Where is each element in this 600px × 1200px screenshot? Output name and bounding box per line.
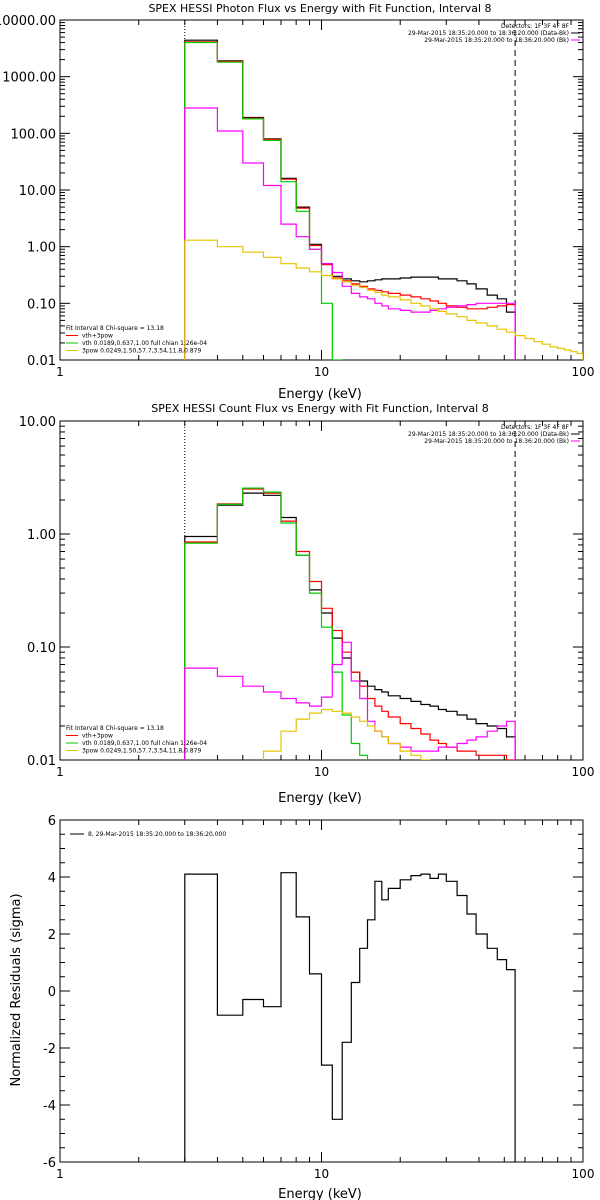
residuals-plot-area: 1 10 100 6 4 2 0 -2 -4 -6 — [43, 814, 594, 1181]
header-line: 29-Mar-2015 18:35:20.000 to 18:36:20.000… — [408, 431, 569, 438]
residuals-y-axis-label: Normalized Residuals (sigma) — [9, 893, 24, 1086]
x-tick-label: 100 — [572, 365, 595, 379]
x-tick-label: 10 — [314, 765, 329, 779]
series-red-line — [184, 488, 516, 760]
x-tick-label: 10 — [314, 365, 329, 379]
series-group — [184, 487, 516, 760]
count-chart-title: SPEX HESSI Count Flux vs Energy with Fit… — [151, 402, 488, 415]
y-tick-label: 1.00 — [27, 241, 56, 256]
photon-x-axis-label: Energy (keV) — [278, 387, 362, 402]
y-tick-label: 0.10 — [27, 297, 56, 312]
y-tick-label: 1000.00 — [2, 71, 56, 86]
plot-frame — [59, 19, 584, 361]
photon-chart-title: SPEX HESSI Photon Flux vs Energy with Fi… — [148, 2, 491, 15]
legend-entry: vth+3pow — [82, 333, 113, 340]
y-tick-label: 10.00 — [19, 184, 56, 199]
legend-entry: Fit Interval 8 Chi-square = 13.18 — [66, 325, 164, 332]
series-residuals-line — [184, 872, 516, 1162]
legend-entry: vth+3pow — [82, 733, 113, 740]
y-tick-label: -4 — [43, 1099, 56, 1114]
y-tick-label: 2 — [48, 928, 56, 943]
count-x-axis-label: Energy (keV) — [278, 791, 362, 806]
y-tick-label: 0 — [48, 985, 56, 1000]
legend-entry: 3pow 0.0249,1.50,57.7,3.54,11.8,0.879 — [82, 348, 201, 355]
x-tick-label: 10 — [314, 1167, 329, 1181]
header-line: 29-Mar-2015 18:35:20.000 to 18:36:20.000… — [424, 438, 569, 445]
y-tick-label: 0.01 — [27, 754, 56, 769]
residuals-legend: 8, 29-Mar-2015 18:35:20.000 to 18:36:20.… — [70, 831, 226, 838]
series-magenta-line — [184, 107, 516, 360]
x-tick-label: 100 — [572, 1167, 595, 1181]
series-magenta-line — [184, 641, 516, 760]
series-data-line — [184, 492, 516, 760]
y-tick-label: 4 — [48, 871, 56, 886]
photon-plot-area: 1 10 100 10000.00 1000.00 100.00 10.00 1.00 0.10… — [0, 14, 595, 379]
count-plot-area: 1 10 100 10.00 1.00 0.10 0.01 — [19, 415, 595, 779]
series-yellow-line — [184, 239, 583, 360]
y-tick-label: -2 — [43, 1042, 56, 1057]
y-tick-label: 10000.00 — [0, 14, 56, 29]
header-line: 29-Mar-2015 18:35:20.000 to 18:36:20.000… — [424, 37, 569, 44]
y-tick-label: -6 — [43, 1156, 56, 1171]
x-tick-label: 1 — [56, 765, 64, 779]
header-line: Detectors: 1F 3F 4F 8F — [501, 23, 570, 30]
x-tick-label: 1 — [56, 365, 64, 379]
header-line: 29-Mar-2015 18:35:20.000 to 18:36:20.000… — [408, 30, 569, 37]
y-tick-label: 0.01 — [27, 354, 56, 369]
series-data-line — [184, 39, 516, 360]
legend-entry: 8, 29-Mar-2015 18:35:20.000 to 18:36:20.… — [88, 831, 226, 838]
series-green-line — [184, 41, 343, 360]
x-tick-label: 1 — [56, 1167, 64, 1181]
legend-entry: vth 0.0189,0.637,1.00 full chian 1.26e-0… — [82, 740, 207, 747]
y-tick-label: 0.10 — [27, 641, 56, 656]
legend-entry: 3pow 0.0249,1.50,57.7,3.54,11.8,0.879 — [82, 748, 201, 755]
y-tick-label: 10.00 — [19, 415, 56, 430]
residuals-x-axis-label: Energy (keV) — [278, 1187, 362, 1200]
count-flux-panel: SPEX HESSI Count Flux vs Energy with Fit… — [19, 402, 595, 806]
photon-legend: Fit Interval 8 Chi-square = 13.18vth+3po… — [66, 325, 207, 355]
x-tick-label: 100 — [572, 765, 595, 779]
y-tick-label: 100.00 — [11, 127, 57, 142]
series-green-line — [184, 487, 369, 760]
y-tick-label: 1.00 — [27, 528, 56, 543]
legend-entry: Fit Interval 8 Chi-square = 13.18 — [66, 725, 164, 732]
series-group — [184, 39, 583, 360]
series-yellow-line — [262, 708, 431, 760]
series-red-line — [184, 41, 516, 360]
header-line: Detectors: 1F 3F 4F 8F — [501, 424, 570, 431]
count-legend: Fit Interval 8 Chi-square = 13.18vth+3po… — [66, 725, 207, 755]
series-group — [184, 872, 516, 1162]
y-tick-label: 6 — [48, 814, 56, 829]
legend-entry: vth 0.0189,0.637,1.00 full chian 1.26e-0… — [82, 340, 207, 347]
photon-flux-panel: SPEX HESSI Photon Flux vs Energy with Fi… — [0, 2, 595, 402]
residuals-panel: 1 10 100 6 4 2 0 -2 -4 -6 8, 29-Mar-2015 18:35:20… — [9, 814, 594, 1200]
